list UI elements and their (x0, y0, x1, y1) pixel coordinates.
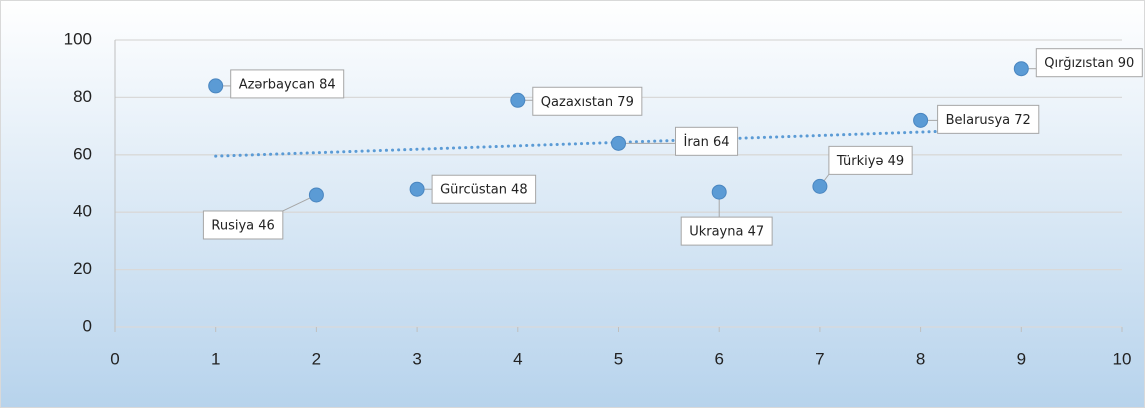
data-label-text: Qazaxıstan 79 (541, 95, 634, 110)
y-tick-label: 0 (83, 316, 92, 335)
data-label-text: Belarusya 72 (946, 113, 1031, 128)
point (711, 184, 727, 200)
data-label-box (675, 126, 739, 156)
x-tick-label: 1 (211, 349, 220, 368)
data-label: Belarusya 72 (920, 104, 1040, 134)
x-tick-label: 4 (513, 349, 522, 368)
point (308, 187, 324, 203)
data-label-box (937, 104, 1040, 134)
point (1013, 61, 1029, 77)
x-tick-label: 3 (412, 349, 421, 368)
data-label-text: Türkiyə 49 (836, 154, 904, 169)
y-tick-label: 60 (73, 144, 92, 163)
point (208, 78, 224, 94)
x-tick-label: 9 (1017, 349, 1026, 368)
x-tick-label: 7 (815, 349, 824, 368)
data-label-box (1035, 48, 1143, 78)
x-tick-label: 2 (312, 349, 321, 368)
point (611, 135, 626, 151)
data-label: Ukrayna 47 (680, 192, 773, 246)
data-label-box (828, 145, 913, 175)
data-label-box (680, 216, 773, 246)
data-label: İran 64 (618, 126, 739, 156)
data-label-text: Qırğızıstan 90 (1044, 56, 1134, 71)
data-label: Azərbaycan 84 (215, 69, 345, 99)
point (510, 92, 526, 108)
x-tick-label: 0 (110, 349, 119, 368)
y-tick-label: 20 (73, 259, 92, 278)
x-tick-label: 5 (614, 349, 623, 368)
y-tick-label: 40 (73, 202, 92, 221)
data-label: Qazaxıstan 79 (517, 86, 643, 116)
data-label-text: Ukrayna 47 (689, 225, 764, 240)
data-label-text: Azərbaycan 84 (239, 77, 336, 92)
data-label-box (431, 174, 537, 204)
y-tick-label: 80 (73, 87, 92, 106)
data-label-box (202, 210, 284, 240)
point (812, 178, 828, 194)
data-label: Qırğızıstan 90 (1021, 48, 1143, 78)
data-label-box (230, 69, 345, 99)
point (913, 112, 929, 128)
data-label: Gürcüstan 48 (417, 174, 537, 204)
x-tick-label: 8 (916, 349, 925, 368)
data-label: Rusiya 46 (202, 194, 317, 240)
x-tick-label: 10 (1113, 349, 1132, 368)
data-label: Türkiyə 49 (819, 145, 913, 187)
data-label-text: Gürcüstan 48 (440, 183, 528, 198)
x-tick-label: 6 (714, 349, 723, 368)
y-tick-label: 100 (64, 29, 92, 48)
data-label-box (532, 86, 643, 116)
data-label-text: İran 64 (684, 134, 730, 150)
data-label-text: Rusiya 46 (211, 218, 274, 233)
point (409, 181, 425, 197)
